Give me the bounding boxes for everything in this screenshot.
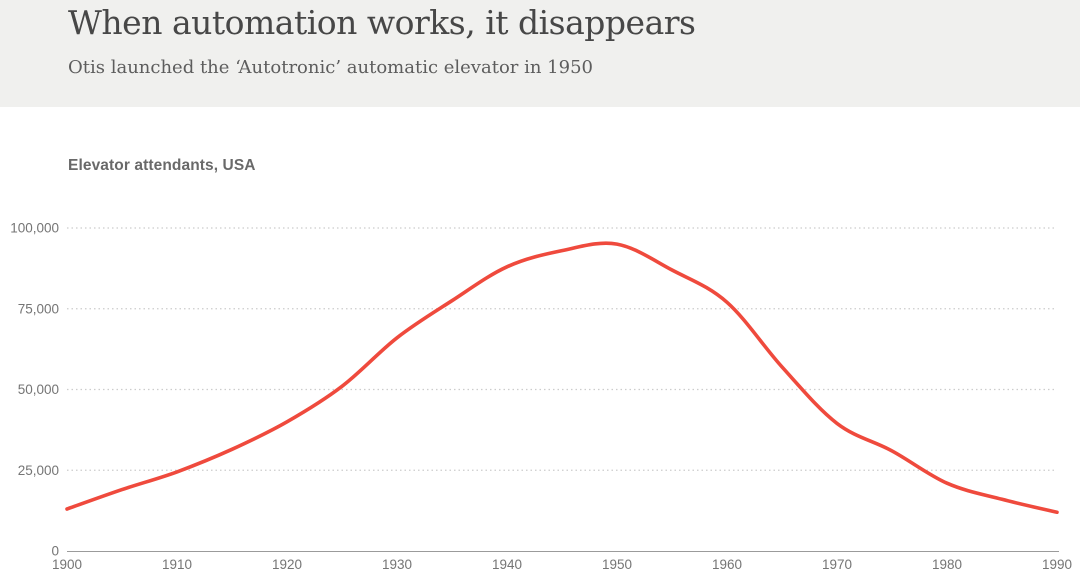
x-tick-label: 1960 <box>712 557 742 572</box>
data-line-elevator-attendants <box>65 241 1059 514</box>
y-tick-label: 0 <box>51 544 59 559</box>
x-tick-label: 1990 <box>1042 557 1072 572</box>
x-tick-label: 1950 <box>602 557 632 572</box>
y-tick-label: 50,000 <box>18 382 59 397</box>
x-tick-label: 1980 <box>932 557 962 572</box>
x-tick-label: 1920 <box>272 557 302 572</box>
x-tick-label: 1910 <box>162 557 192 572</box>
x-tick-label: 1970 <box>822 557 852 572</box>
page-subtitle: Otis launched the ‘Autotronic’ automatic… <box>68 57 593 78</box>
page-title: When automation works, it disappears <box>68 3 696 42</box>
y-tick-label: 100,000 <box>10 221 59 236</box>
y-tick-label: 75,000 <box>18 301 59 316</box>
x-tick-label: 1900 <box>52 557 82 572</box>
y-tick-label: 25,000 <box>18 463 59 478</box>
x-tick-label: 1940 <box>492 557 522 572</box>
chart-header: When automation works, it disappears Oti… <box>0 0 1080 107</box>
x-tick-label: 1930 <box>382 557 412 572</box>
chart-series-label: Elevator attendants, USA <box>68 157 256 174</box>
